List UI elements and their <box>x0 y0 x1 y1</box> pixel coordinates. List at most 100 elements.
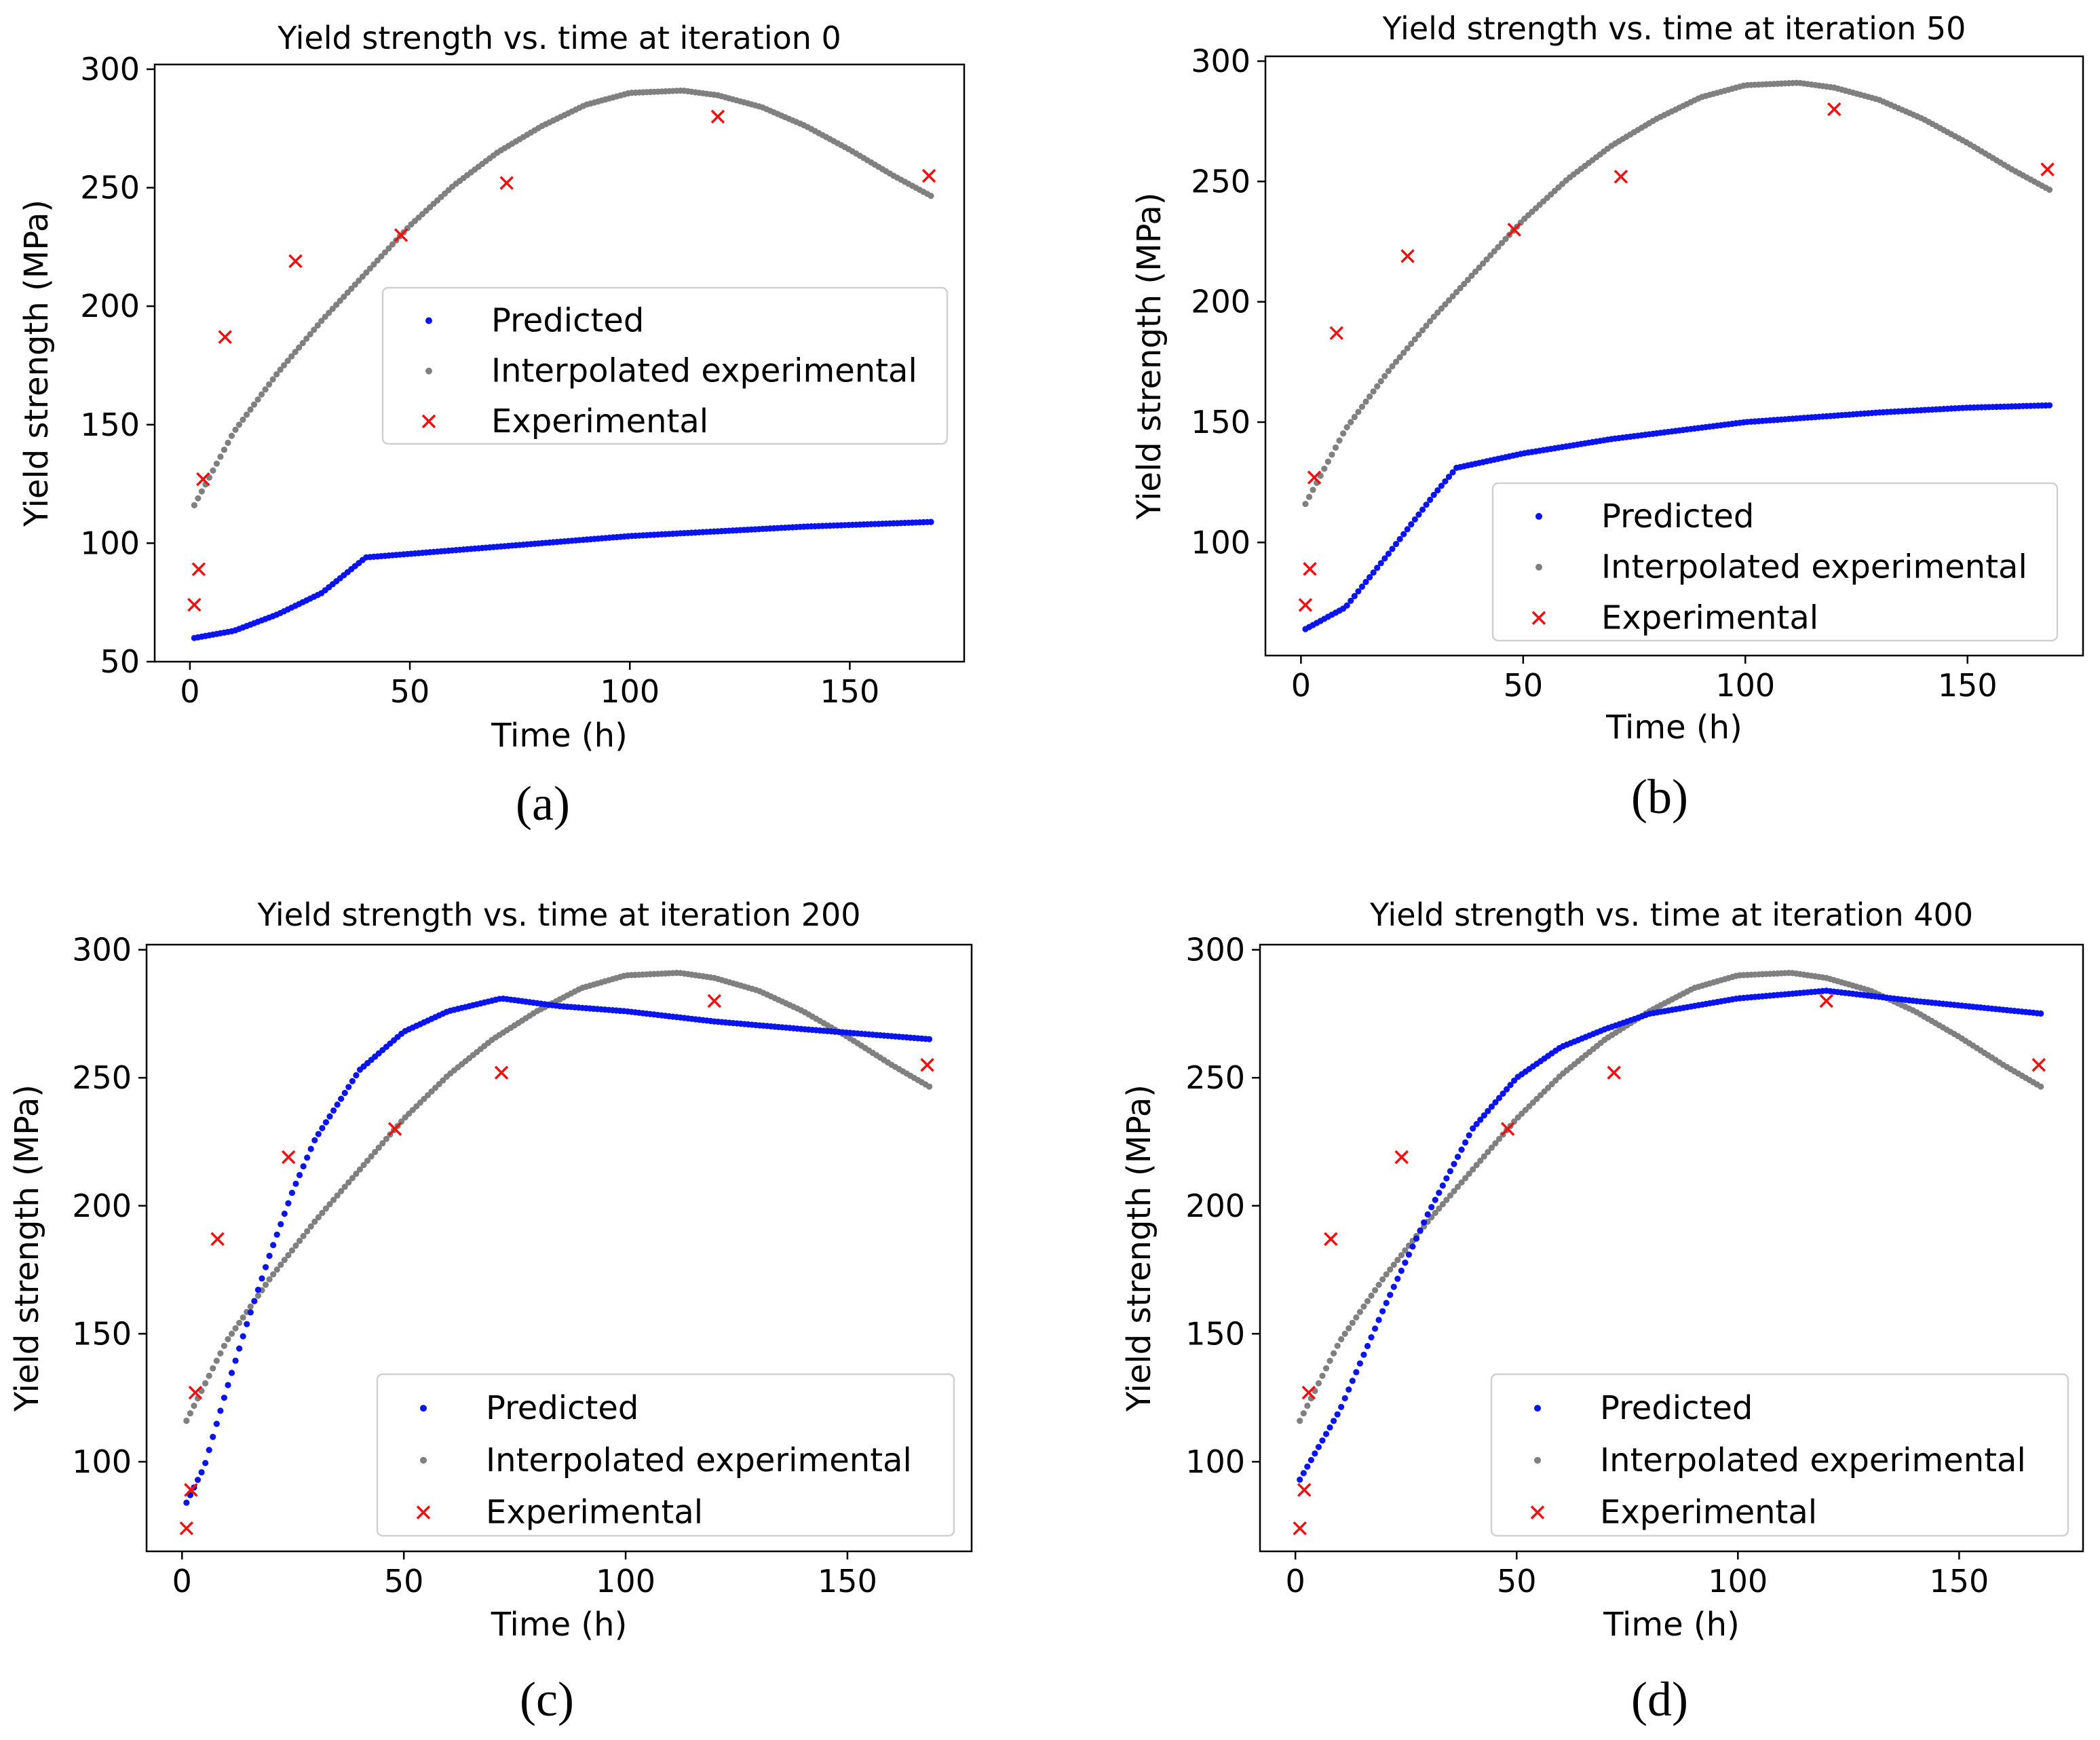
interpolated-point <box>1451 1188 1457 1194</box>
experimental-x-stroke <box>184 1483 198 1497</box>
legend-label: Predicted <box>1601 497 1754 535</box>
interpolated-point <box>195 495 202 502</box>
experimental-x-stroke <box>1507 223 1521 237</box>
y-tick-label: 100 <box>72 1443 132 1480</box>
interpolated-point <box>1398 1251 1405 1259</box>
legend-marker-experimental <box>1530 1505 1545 1519</box>
interpolated-point <box>1310 487 1316 493</box>
x-tick-label: 50 <box>1504 667 1544 704</box>
interpolated-point <box>363 269 370 276</box>
interpolated-point <box>314 322 321 329</box>
experimental-point <box>387 1122 402 1136</box>
interpolated-point <box>366 265 373 272</box>
interpolated-point <box>213 1357 220 1364</box>
y-tick-label: 200 <box>1185 1188 1245 1224</box>
interpolated-point <box>1438 305 1445 312</box>
experimental-x-stroke <box>1298 598 1313 612</box>
x-tick-label: 0 <box>1291 667 1311 704</box>
experimental-x-stroke <box>1293 1521 1307 1536</box>
interpolated-point <box>311 1218 318 1225</box>
experimental-point <box>179 1521 194 1536</box>
legend-marker-experimental <box>421 414 436 429</box>
x-tick-label: 50 <box>384 1563 424 1600</box>
predicted-point <box>244 1321 250 1327</box>
interpolated-point <box>243 411 250 418</box>
interpolated-point <box>296 1237 303 1245</box>
y-tick-label: 150 <box>80 406 140 443</box>
interpolated-point <box>330 1196 337 1203</box>
interpolated-point <box>284 358 291 364</box>
interpolated-point <box>213 460 221 467</box>
interpolated-point <box>1389 363 1396 370</box>
experimental-x-stroke <box>196 472 210 487</box>
legend-label: Experimental <box>1601 599 1818 637</box>
y-tick-label: 100 <box>1185 1443 1245 1480</box>
interpolated-point <box>1470 1166 1476 1173</box>
interpolated-point <box>360 1162 367 1169</box>
predicted-point <box>225 1382 231 1388</box>
interpolated-point <box>1498 240 1506 246</box>
experimental-point <box>2031 1058 2046 1072</box>
predicted-point <box>240 1333 246 1340</box>
predicted-point <box>319 1124 326 1131</box>
interpolated-point <box>1340 430 1347 437</box>
experimental-x-stroke <box>2031 1058 2046 1072</box>
interpolated-point <box>1379 1276 1386 1283</box>
interpolated-point <box>353 1171 360 1177</box>
y-tick-label: 150 <box>1185 1315 1245 1352</box>
x-tick-label: 150 <box>1938 667 1998 704</box>
interpolated-point <box>1332 444 1339 451</box>
chart-title: Yield strength vs. time at iteration 200 <box>256 896 860 933</box>
experimental-x-stroke <box>494 1065 509 1080</box>
predicted-point <box>1419 506 1426 513</box>
interpolated-point <box>1329 451 1335 458</box>
experimental-point <box>1394 1150 1409 1165</box>
plot-area <box>1298 79 2055 632</box>
experimental-x-stroke <box>707 994 722 1008</box>
interpolated-point <box>307 330 313 338</box>
interpolated-point <box>1371 1287 1379 1293</box>
legend: Predicted Interpolated experimental Experi… <box>1490 1373 2069 1537</box>
interpolated-point <box>1432 1209 1438 1216</box>
experimental-point <box>281 1150 296 1165</box>
legend-marker-predicted <box>420 1405 427 1412</box>
predicted-point <box>1392 540 1400 548</box>
y-tick-label: 250 <box>1191 163 1251 200</box>
legend-label: Predicted <box>486 1389 638 1427</box>
predicted-point <box>1438 483 1445 489</box>
predicted-point <box>1488 1103 1495 1110</box>
interpolated-point <box>254 396 261 403</box>
experimental-point <box>2040 162 2055 176</box>
interpolated-point <box>269 376 276 383</box>
predicted-point <box>315 1131 322 1137</box>
interpolated-point <box>334 1192 341 1199</box>
legend-label: Interpolated experimental <box>486 1441 912 1479</box>
predicted-point <box>1424 1211 1431 1218</box>
experimental-x-stroke <box>188 1385 203 1400</box>
predicted-point <box>288 1190 296 1196</box>
predicted-point <box>1421 1219 1428 1226</box>
predicted-point <box>1409 1243 1416 1250</box>
interpolated-point <box>1449 292 1456 300</box>
experimental-point <box>1827 102 1841 117</box>
chart-panel-a: Yield strength vs. time at iteration 0 0 5… <box>18 20 966 831</box>
interpolated-point <box>273 1266 280 1273</box>
legend-marker-interpolated <box>1534 1456 1541 1464</box>
interpolated-point <box>225 439 231 447</box>
experimental-point <box>1329 326 1344 341</box>
interpolated-point <box>1495 244 1502 250</box>
interpolated-point <box>1502 235 1509 242</box>
interpolated-point <box>372 1148 379 1156</box>
x-tick-label: 150 <box>1929 1563 1989 1600</box>
y-tick-label: 100 <box>1191 524 1251 561</box>
interpolated-point <box>210 467 216 474</box>
predicted-point <box>1427 496 1434 504</box>
interpolated-point <box>1487 252 1494 259</box>
interpolated-point <box>1353 1314 1360 1321</box>
legend-label: Experimental <box>1600 1494 1817 1532</box>
predicted-point <box>296 1171 303 1179</box>
subplot-label: (a) <box>516 776 570 831</box>
predicted-point <box>1315 1443 1322 1450</box>
interpolated-point <box>1319 1372 1326 1379</box>
interpolated-point <box>1394 1257 1401 1264</box>
